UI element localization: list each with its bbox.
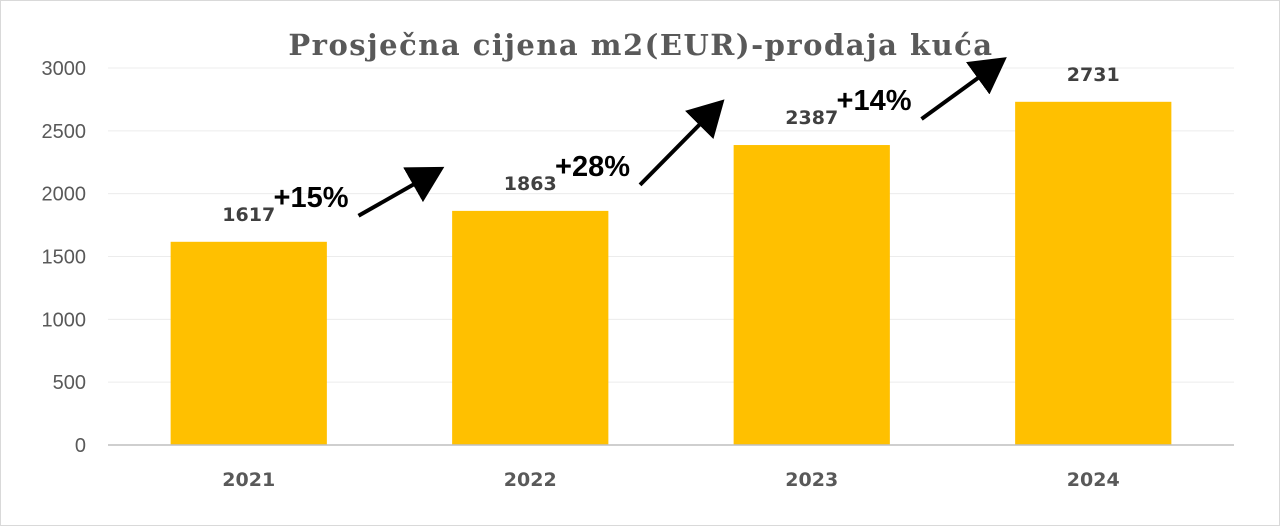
x-tick-label: 2023 xyxy=(785,469,838,491)
data-labels: 1617 1863 2387 2731 xyxy=(222,64,1119,226)
chart-title: Prosječna cijena m2(EUR)-prodaja kuća xyxy=(288,28,993,62)
y-tick-label: 0 xyxy=(75,435,86,457)
data-label: 1617 xyxy=(222,204,275,226)
data-label: 2387 xyxy=(785,107,838,129)
y-tick-label: 1500 xyxy=(42,247,87,269)
y-tick-label: 2000 xyxy=(42,184,87,206)
x-axis: 2021 2022 2023 2024 xyxy=(222,469,1119,491)
bar-2022 xyxy=(452,210,609,445)
bars xyxy=(170,101,1172,446)
y-tick-label: 2500 xyxy=(42,121,87,143)
bar-2021 xyxy=(170,241,327,445)
x-tick-label: 2022 xyxy=(504,469,557,491)
growth-arrow xyxy=(920,57,1007,121)
growth-label: +15% xyxy=(274,182,349,214)
growth-label: +28% xyxy=(555,151,630,183)
growth-label: +14% xyxy=(837,85,912,117)
y-tick-label: 3000 xyxy=(42,58,87,80)
growth-arrow xyxy=(638,99,725,187)
y-axis: 0 500 1000 1500 2000 2500 3000 xyxy=(42,58,87,457)
bar-2024 xyxy=(1015,101,1172,446)
growth-annotations: +15% +28% +14% xyxy=(274,57,1007,218)
growth-arrow xyxy=(357,166,445,218)
data-label: 2731 xyxy=(1067,64,1120,86)
x-tick-label: 2021 xyxy=(222,469,275,491)
bar-2023 xyxy=(733,145,890,445)
y-tick-label: 500 xyxy=(53,372,86,394)
x-tick-label: 2024 xyxy=(1067,469,1120,491)
y-tick-label: 1000 xyxy=(42,309,87,331)
data-label: 1863 xyxy=(504,173,557,195)
